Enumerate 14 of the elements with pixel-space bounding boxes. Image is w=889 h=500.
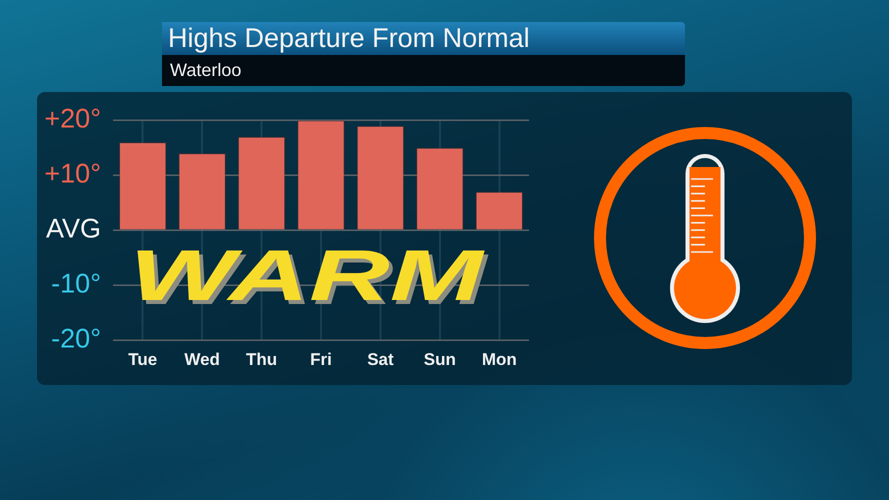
x-tick-label: Sun [424,350,456,369]
x-tick-label: Tue [128,350,158,369]
y-tick-label: +20° [44,104,101,134]
x-tick-label: Fri [310,350,332,369]
y-tick-label: -20° [51,323,101,354]
y-tick-label: -10° [51,268,101,299]
y-tick-label: +10° [44,158,101,189]
chart-title: Highs Departure From Normal [162,22,685,55]
chart-subtitle: Waterloo [162,55,685,86]
x-tick-label: Sat [367,350,394,369]
x-tick-label: Wed [184,350,220,369]
y-tick-label: AVG [46,214,101,244]
x-tick-label: Mon [482,350,517,369]
x-tick-label: Thu [246,350,278,369]
